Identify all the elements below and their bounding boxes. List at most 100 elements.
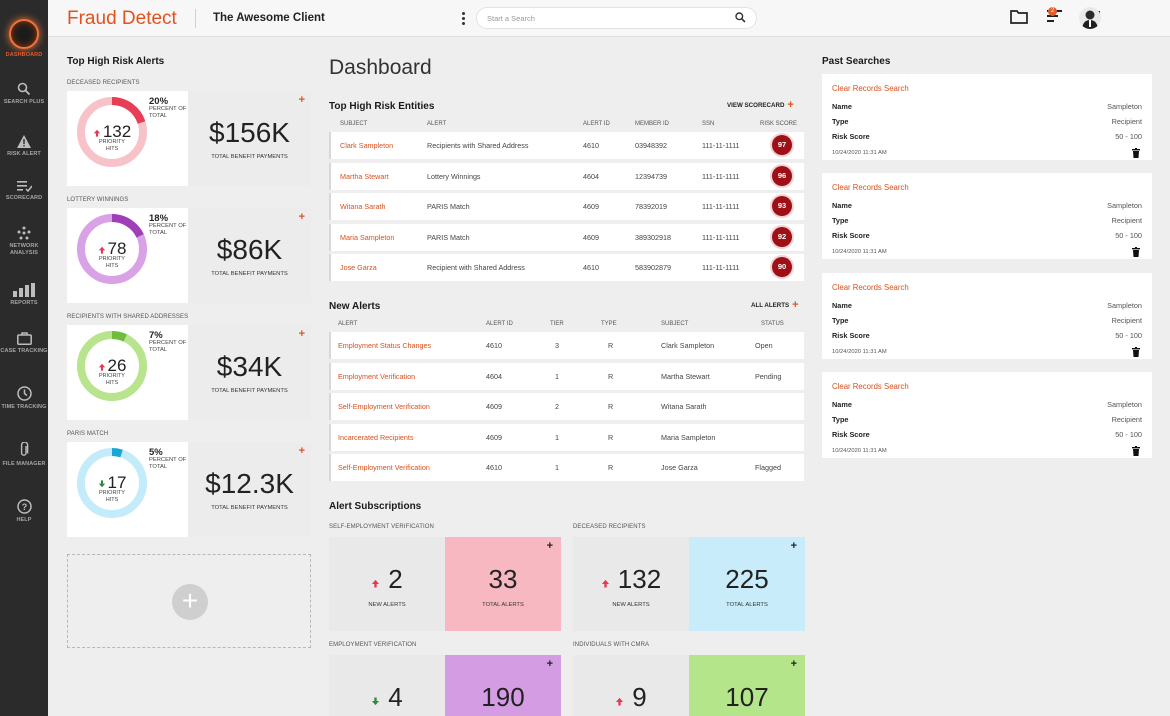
cell-alert: Recipient with Shared Address xyxy=(427,263,525,272)
trash-icon[interactable] xyxy=(1132,148,1140,158)
nav-time-tracking[interactable]: TIME TRACKING xyxy=(0,386,48,411)
risk-alert-card[interactable]: 26 PRIORITY HITS 7% PERCENT OF TOTAL + $34K TO… xyxy=(67,325,311,420)
past-search-title[interactable]: Clear Records Search xyxy=(832,183,909,193)
past-search-card[interactable]: Clear Records Search Name Sampleton Type Rec… xyxy=(822,371,1152,458)
table-header: RISK SCORE xyxy=(760,121,798,127)
cell-ssn: 111-11-1111 xyxy=(702,232,740,242)
table-row[interactable]: Martha Stewart Lottery Winnings 4604 123947… xyxy=(329,162,804,190)
cell-ssn: 111-11-1111 xyxy=(702,141,740,150)
nav-file-manager[interactable]: FILE MANAGER xyxy=(0,442,48,468)
nav-reports[interactable]: REPORTS xyxy=(0,283,48,307)
cell-subject[interactable]: Witana Sarath xyxy=(340,202,386,211)
avatar[interactable] xyxy=(1079,7,1101,29)
nav-label: SEARCH PLUS xyxy=(3,99,45,105)
divider xyxy=(195,9,196,28)
nav-dashboard[interactable]: DASHBOARD xyxy=(0,12,48,66)
cell-alert-id: 4609 xyxy=(486,402,502,411)
more-options-icon[interactable] xyxy=(460,11,466,27)
table-row[interactable]: Maria Sampleton PARIS Match 4609 389302918 1… xyxy=(329,223,804,251)
all-alerts-link[interactable]: ALL ALERTS + xyxy=(751,299,799,311)
add-icon[interactable]: + xyxy=(546,658,553,670)
field-label: Name xyxy=(832,399,852,409)
nav-case-tracking[interactable]: CASE TRACKING xyxy=(0,332,48,355)
add-icon[interactable]: + xyxy=(172,584,208,620)
cell-alert[interactable]: Self-Employment Verification xyxy=(338,402,430,411)
cell-subject[interactable]: Maria Sampleton xyxy=(340,232,395,242)
subscription-card[interactable]: 4NEW ALERTS+190TOTAL ALERTS xyxy=(329,655,561,716)
table-row[interactable]: Self-Employment Verification 4609 2 R Witana… xyxy=(329,393,804,420)
view-scorecard-link[interactable]: VIEW SCORECARD + xyxy=(727,99,794,111)
new-alerts-value: 9 xyxy=(573,682,689,713)
cell-alert[interactable]: Self-Employment Verification xyxy=(338,463,430,472)
table-row[interactable]: Self-Employment Verification 4610 1 R Jose G… xyxy=(329,454,804,481)
table-row[interactable]: Employment Verification 4604 1 R Martha Stew… xyxy=(329,362,804,390)
donut-segment xyxy=(77,97,147,167)
priority-hits-value: 26 xyxy=(77,356,147,376)
search-box[interactable] xyxy=(476,7,757,29)
dashboard-logo-icon xyxy=(9,19,39,49)
folder-icon[interactable] xyxy=(1010,9,1028,24)
field-value: 50 - 100 xyxy=(1115,330,1142,340)
subscription-card[interactable]: 2 NEW ALERTS +33 TOTAL ALERTS xyxy=(329,537,561,631)
field-value: Recipient xyxy=(1111,414,1142,424)
benefit-amount-label: TOTAL BENEFIT PAYMENTS xyxy=(211,154,288,160)
cell-type: R xyxy=(608,402,614,411)
cell-alert[interactable]: Incarcerated Recipients xyxy=(338,432,414,442)
risk-alert-card[interactable]: 132 PRIORITY HITS 20% PERCENT OF TOTAL + $156… xyxy=(67,91,311,186)
search-date: 10/24/2020 11:31 AM xyxy=(832,150,887,156)
search-input[interactable] xyxy=(487,11,717,26)
entities-title: Top High Risk Entities xyxy=(329,101,435,112)
past-search-card[interactable]: Clear Records Search Name Sampleton Type Rec… xyxy=(822,173,1152,260)
trash-icon[interactable] xyxy=(1132,346,1140,357)
table-row[interactable]: Employment Status Changes 4610 3 R Clark Sam… xyxy=(329,332,804,359)
cell-subject[interactable]: Martha Stewart xyxy=(340,171,389,181)
cell-subject[interactable]: Clark Sampleton xyxy=(340,141,394,150)
percent-donut xyxy=(77,97,147,167)
add-icon[interactable]: + xyxy=(790,658,797,670)
past-search-card[interactable]: Clear Records Search Name Sampleton Type Rec… xyxy=(822,272,1152,359)
add-widget-card[interactable]: + xyxy=(67,554,311,648)
add-icon[interactable]: + xyxy=(298,94,305,106)
subscriptions-title: Alert Subscriptions xyxy=(329,501,422,512)
field-value: Sampleton xyxy=(1107,300,1142,310)
table-row[interactable]: Jose Garza Recipient with Shared Address 4… xyxy=(329,254,804,281)
search-icon[interactable] xyxy=(735,12,746,23)
risk-card-label: DECEASED RECIPIENTS xyxy=(67,80,140,86)
add-icon[interactable]: + xyxy=(298,328,305,340)
past-search-card[interactable]: Clear Records Search Name Sampleton Type Rec… xyxy=(822,74,1152,160)
total-alerts-label: TOTAL ALERTS xyxy=(482,602,524,608)
nav-help[interactable]: ? HELP xyxy=(0,499,48,524)
table-row[interactable]: Clark Sampleton Recipients with Shared Ad… xyxy=(329,132,804,159)
arrow-down-icon xyxy=(98,480,105,488)
nav-risk-alert[interactable]: RISK ALERT xyxy=(0,135,48,158)
cell-member-id: 12394739 xyxy=(635,171,667,181)
past-search-title[interactable]: Clear Records Search xyxy=(832,282,909,292)
cell-alert[interactable]: Employment Verification xyxy=(338,371,416,381)
table-header: ALERT ID xyxy=(583,121,610,127)
nav-label: FILE MANAGER xyxy=(2,461,46,467)
add-icon[interactable]: + xyxy=(298,211,305,223)
past-search-title[interactable]: Clear Records Search xyxy=(832,84,909,93)
add-icon[interactable]: + xyxy=(546,540,553,552)
trash-icon[interactable] xyxy=(1132,247,1140,258)
risk-alert-card[interactable]: 78 PRIORITY HITS 18% PERCENT OF TOTAL + $86K T… xyxy=(67,208,311,303)
past-search-title[interactable]: Clear Records Search xyxy=(832,381,909,391)
add-icon[interactable]: + xyxy=(298,445,305,457)
trash-icon[interactable] xyxy=(1132,445,1140,456)
add-icon[interactable]: + xyxy=(790,540,797,552)
nav-scorecard[interactable]: SCORECARD xyxy=(0,180,48,202)
subscription-label: DECEASED RECIPIENTS xyxy=(573,524,646,530)
subscription-card[interactable]: 132 NEW ALERTS +225 TOTAL ALERTS xyxy=(573,537,805,631)
cell-alert[interactable]: Employment Status Changes xyxy=(338,341,432,350)
cell-subject[interactable]: Jose Garza xyxy=(340,263,377,272)
nav-search-plus[interactable]: SEARCH PLUS xyxy=(0,82,48,106)
table-row[interactable]: Witana Sarath PARIS Match 4609 78392019 111-… xyxy=(329,193,804,220)
nav-network-analysis[interactable]: NETWORK ANALYSIS xyxy=(0,226,48,256)
table-row[interactable]: Incarcerated Recipients 4609 1 R Maria Sampl… xyxy=(329,423,804,451)
app-title[interactable]: Fraud Detect xyxy=(67,8,177,29)
bar-chart-icon xyxy=(13,283,35,297)
new-alerts-number: 2 xyxy=(388,564,403,594)
subscription-card[interactable]: 9NEW ALERTS+107TOTAL ALERTS xyxy=(573,655,805,716)
risk-alert-card[interactable]: 17 PRIORITY HITS 5% PERCENT OF TOTAL + $12.3K… xyxy=(67,442,311,537)
new-alerts-label: NEW ALERTS xyxy=(612,602,650,608)
